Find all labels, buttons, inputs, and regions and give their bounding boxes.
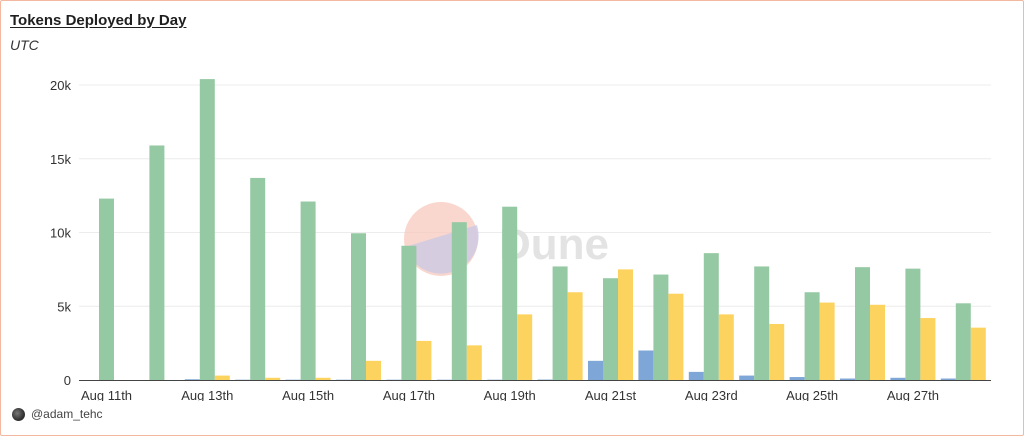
x-tick-label: Aug 15th [282,388,334,401]
bar-aug-22nd-s2[interactable] [668,293,684,380]
bar-aug-20th-s2[interactable] [567,292,583,380]
footer: @adam_tehc [12,407,103,421]
chart-title[interactable]: Tokens Deployed by Day [10,12,187,29]
x-tick-label: Aug 17th [383,388,435,401]
x-tick-label: Aug 23rd [685,388,738,401]
y-tick-label: 15k [50,152,71,167]
y-tick-label: 0 [64,373,71,388]
y-tick-label: 5k [57,299,71,314]
bar-aug-22nd-s0[interactable] [638,350,654,381]
y-axis-ticks: 0 5k 10k 15k 20k [50,78,71,388]
avatar-icon [12,407,25,421]
bar-aug-21st-s2[interactable] [618,269,633,380]
x-tick-label: Aug 19th [484,388,536,401]
bar-aug-23rd-s1[interactable] [703,253,719,380]
bar-aug-16th-s1[interactable] [351,233,366,380]
bar-aug-25th-s1[interactable] [804,292,820,380]
bar-aug-27th-s0[interactable] [890,377,906,380]
chart-subtitle: UTC [10,37,39,53]
bar-chart: Dune 0 5k 10k 15k 20k Aug 11th Aug 13th Aug 15… [50,78,991,401]
bar-aug-24th-s2[interactable] [769,323,785,380]
bar-aug-17th-s2[interactable] [416,340,432,380]
bar-aug-18th-s1[interactable] [451,222,467,380]
bar-aug-24th-s0[interactable] [739,375,755,380]
watermark-text: Dune [499,220,609,269]
bar-aug-15th-s1[interactable] [300,201,316,380]
author-handle[interactable]: @adam_tehc [31,407,103,421]
bar-aug-21st-s0[interactable] [588,360,603,380]
bar-aug-26th-s1[interactable] [855,267,870,380]
bar-aug-13th-s2[interactable] [214,375,230,380]
bar-aug-14th-s2[interactable] [265,377,281,380]
bar-aug-19th-s2[interactable] [517,314,533,380]
bar-aug-11th-s1[interactable] [99,198,114,380]
bar-aug-25th-s2[interactable] [819,302,835,380]
bar-aug-26th-s2[interactable] [870,304,885,380]
bar-aug-28th-s1[interactable] [955,303,971,380]
bar-aug-14th-s1[interactable] [250,177,266,380]
x-axis-ticks: Aug 11th Aug 13th Aug 15th Aug 17th Aug 19th… [81,388,939,401]
bar-aug-28th-s2[interactable] [970,327,986,380]
bars [99,79,986,380]
grid-lines [79,84,991,307]
bar-aug-15th-s2[interactable] [315,377,331,380]
bar-aug-27th-s1[interactable] [905,268,921,380]
bar-aug-13th-s0[interactable] [184,379,200,380]
bar-aug-22nd-s1[interactable] [653,274,669,380]
y-tick-label: 10k [50,226,71,241]
bar-aug-12th-s1[interactable] [149,145,165,380]
bar-aug-16th-s2[interactable] [366,360,381,380]
x-tick-label: Aug 11th [81,388,132,401]
bar-aug-21st-s1[interactable] [603,278,618,380]
bar-aug-26th-s0[interactable] [840,378,855,380]
x-tick-label: Aug 27th [887,388,939,401]
bar-aug-17th-s1[interactable] [401,245,417,380]
bar-aug-27th-s2[interactable] [920,318,936,380]
bar-aug-20th-s1[interactable] [552,266,568,380]
bar-aug-23rd-s0[interactable] [688,371,704,380]
y-tick-label: 20k [50,78,71,93]
bar-aug-13th-s1[interactable] [199,79,215,380]
bar-aug-28th-s0[interactable] [940,378,956,380]
x-tick-label: Aug 21st [585,388,637,401]
bar-aug-24th-s1[interactable] [754,266,770,380]
bar-aug-18th-s2[interactable] [466,345,482,380]
x-tick-label: Aug 25th [786,388,838,401]
bar-aug-23rd-s2[interactable] [718,314,734,380]
bar-aug-25th-s0[interactable] [789,377,805,380]
bar-aug-19th-s1[interactable] [502,206,518,380]
x-tick-label: Aug 13th [181,388,233,401]
